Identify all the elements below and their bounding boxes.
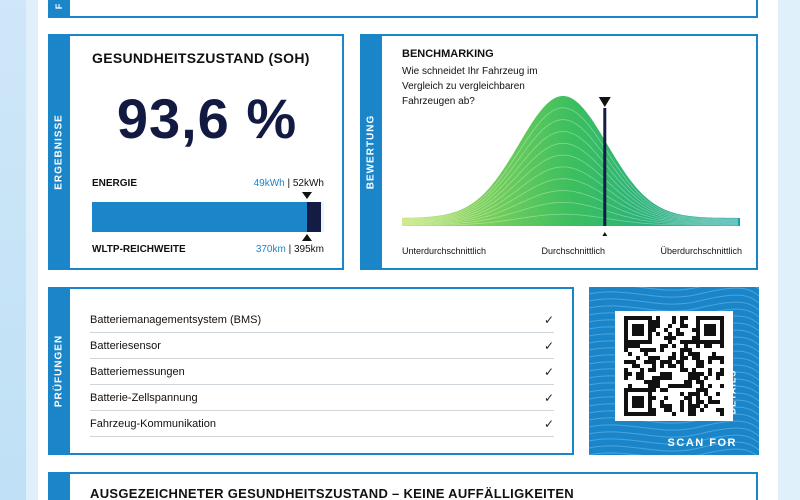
energy-value: 49kWh | 52kWh	[254, 178, 324, 189]
check-icon: ✓	[543, 390, 554, 405]
results-section: ERGEBNISSE GESUNDHEITSZUSTAND (SOH) 93,6…	[48, 34, 344, 270]
benchmark-question: Wie schneidet Ihr Fahrzeug im Vergleich …	[402, 66, 538, 107]
top-section-tab: F	[48, 0, 70, 18]
soh-panel: GESUNDHEITSZUSTAND (SOH) 93,6 % ENERGIE …	[72, 36, 342, 268]
range-marker-icon	[302, 234, 312, 241]
range-separator: |	[285, 244, 294, 255]
benchmark-marker-bottom-icon	[602, 232, 608, 236]
check-item-label: Fahrzeug-Kommunikation	[90, 417, 216, 430]
rating-tab-label: BEWERTUNG	[365, 114, 377, 190]
range-total: 395km	[293, 244, 324, 255]
check-item: Batteriemessungen ✓	[90, 359, 554, 385]
check-item-label: Batteriemanagementsystem (BMS)	[90, 313, 262, 326]
range-label: WLTP-REICHWEITE	[92, 244, 186, 255]
scale-label-above: Überdurchschnittlich	[660, 246, 742, 256]
scale-label-average: Durchschnittlich	[541, 246, 606, 256]
results-tab: ERGEBNISSE	[48, 34, 70, 270]
energy-label: ENERGIE	[92, 178, 138, 189]
bell-curve-lines	[401, 107, 738, 226]
checks-panel: Batteriemanagementsystem (BMS) ✓ Batteri…	[72, 289, 572, 453]
summary-tab	[48, 472, 70, 500]
bell-curve-line	[402, 119, 738, 220]
energy-marker-icon	[302, 192, 312, 199]
bell-curve-line	[402, 178, 738, 224]
check-icon: ✓	[543, 312, 554, 327]
qr-caption: SCAN FOR	[667, 437, 737, 449]
rating-section: BEWERTUNG BENCHMARKING Wie schneidet Ihr…	[360, 34, 758, 270]
bell-curve-line	[401, 131, 738, 221]
check-item: Batteriemanagementsystem (BMS) ✓	[90, 307, 554, 333]
energy-separator: |	[284, 178, 293, 189]
qr-code[interactable]	[615, 311, 733, 421]
qr-code-icon	[624, 316, 724, 416]
check-item-label: Batteriemessungen	[90, 365, 185, 378]
scale-label-below: Unterdurchschnittlich	[402, 246, 487, 256]
energy-current: 49kWh	[253, 178, 285, 189]
checks-tab: PRÜFUNGEN	[48, 287, 70, 455]
check-item: Batterie-Zellspannung ✓	[90, 385, 554, 411]
rating-tab: BEWERTUNG	[360, 34, 382, 270]
soh-bar-end	[307, 202, 321, 232]
bell-curve-line	[401, 154, 738, 222]
top-section: F	[48, 0, 758, 18]
soh-value: 93,6 %	[116, 87, 298, 150]
check-icon: ✓	[543, 416, 554, 431]
bell-curve-area	[402, 96, 740, 226]
bell-curve-graphic	[401, 96, 740, 236]
bell-curve-line	[402, 213, 738, 226]
bell-curve-line	[402, 107, 738, 220]
energy-total: 52kWh	[292, 178, 324, 189]
check-item-label: Batterie-Zellspannung	[90, 391, 198, 404]
qr-caption-details: DETAILS	[727, 369, 738, 415]
range-current: 370km	[255, 244, 286, 255]
soh-bar	[92, 202, 324, 232]
check-item-label: Batteriesensor	[90, 339, 161, 352]
checks-tab-label: PRÜFUNGEN	[53, 334, 65, 408]
range-value: 370km | 395km	[256, 244, 324, 255]
soh-title: GESUNDHEITSZUSTAND (SOH)	[92, 50, 310, 66]
results-tab-label: ERGEBNISSE	[53, 114, 65, 190]
bell-curve-line	[402, 142, 738, 222]
summary-title: AUSGEZEICHNETER GESUNDHEITSZUSTAND – KEI…	[90, 486, 574, 500]
background-strip	[0, 0, 26, 500]
bell-curve-line	[402, 202, 738, 225]
top-tab-label: F	[54, 2, 64, 10]
benchmark-title: BENCHMARKING	[402, 48, 494, 60]
bell-curve-line	[402, 190, 738, 225]
qr-code-panel[interactable]: SCAN FOR DETAILS	[589, 287, 759, 455]
benchmark-panel: BENCHMARKING Wie schneidet Ihr Fahrzeug …	[384, 36, 756, 268]
soh-bar-fill	[92, 202, 309, 232]
check-icon: ✓	[543, 338, 554, 353]
check-item: Batteriesensor ✓	[90, 333, 554, 359]
check-item: Fahrzeug-Kommunikation ✓	[90, 411, 554, 437]
bell-curve-line	[402, 166, 738, 223]
benchmark-marker-top-icon	[598, 97, 611, 107]
summary-section	[48, 472, 758, 500]
check-icon: ✓	[543, 364, 554, 379]
benchmark-scale: Unterdurchschnittlich Durchschnittlich Ü…	[402, 246, 742, 256]
checks-section: PRÜFUNGEN Batteriemanagementsystem (BMS)…	[48, 287, 574, 455]
